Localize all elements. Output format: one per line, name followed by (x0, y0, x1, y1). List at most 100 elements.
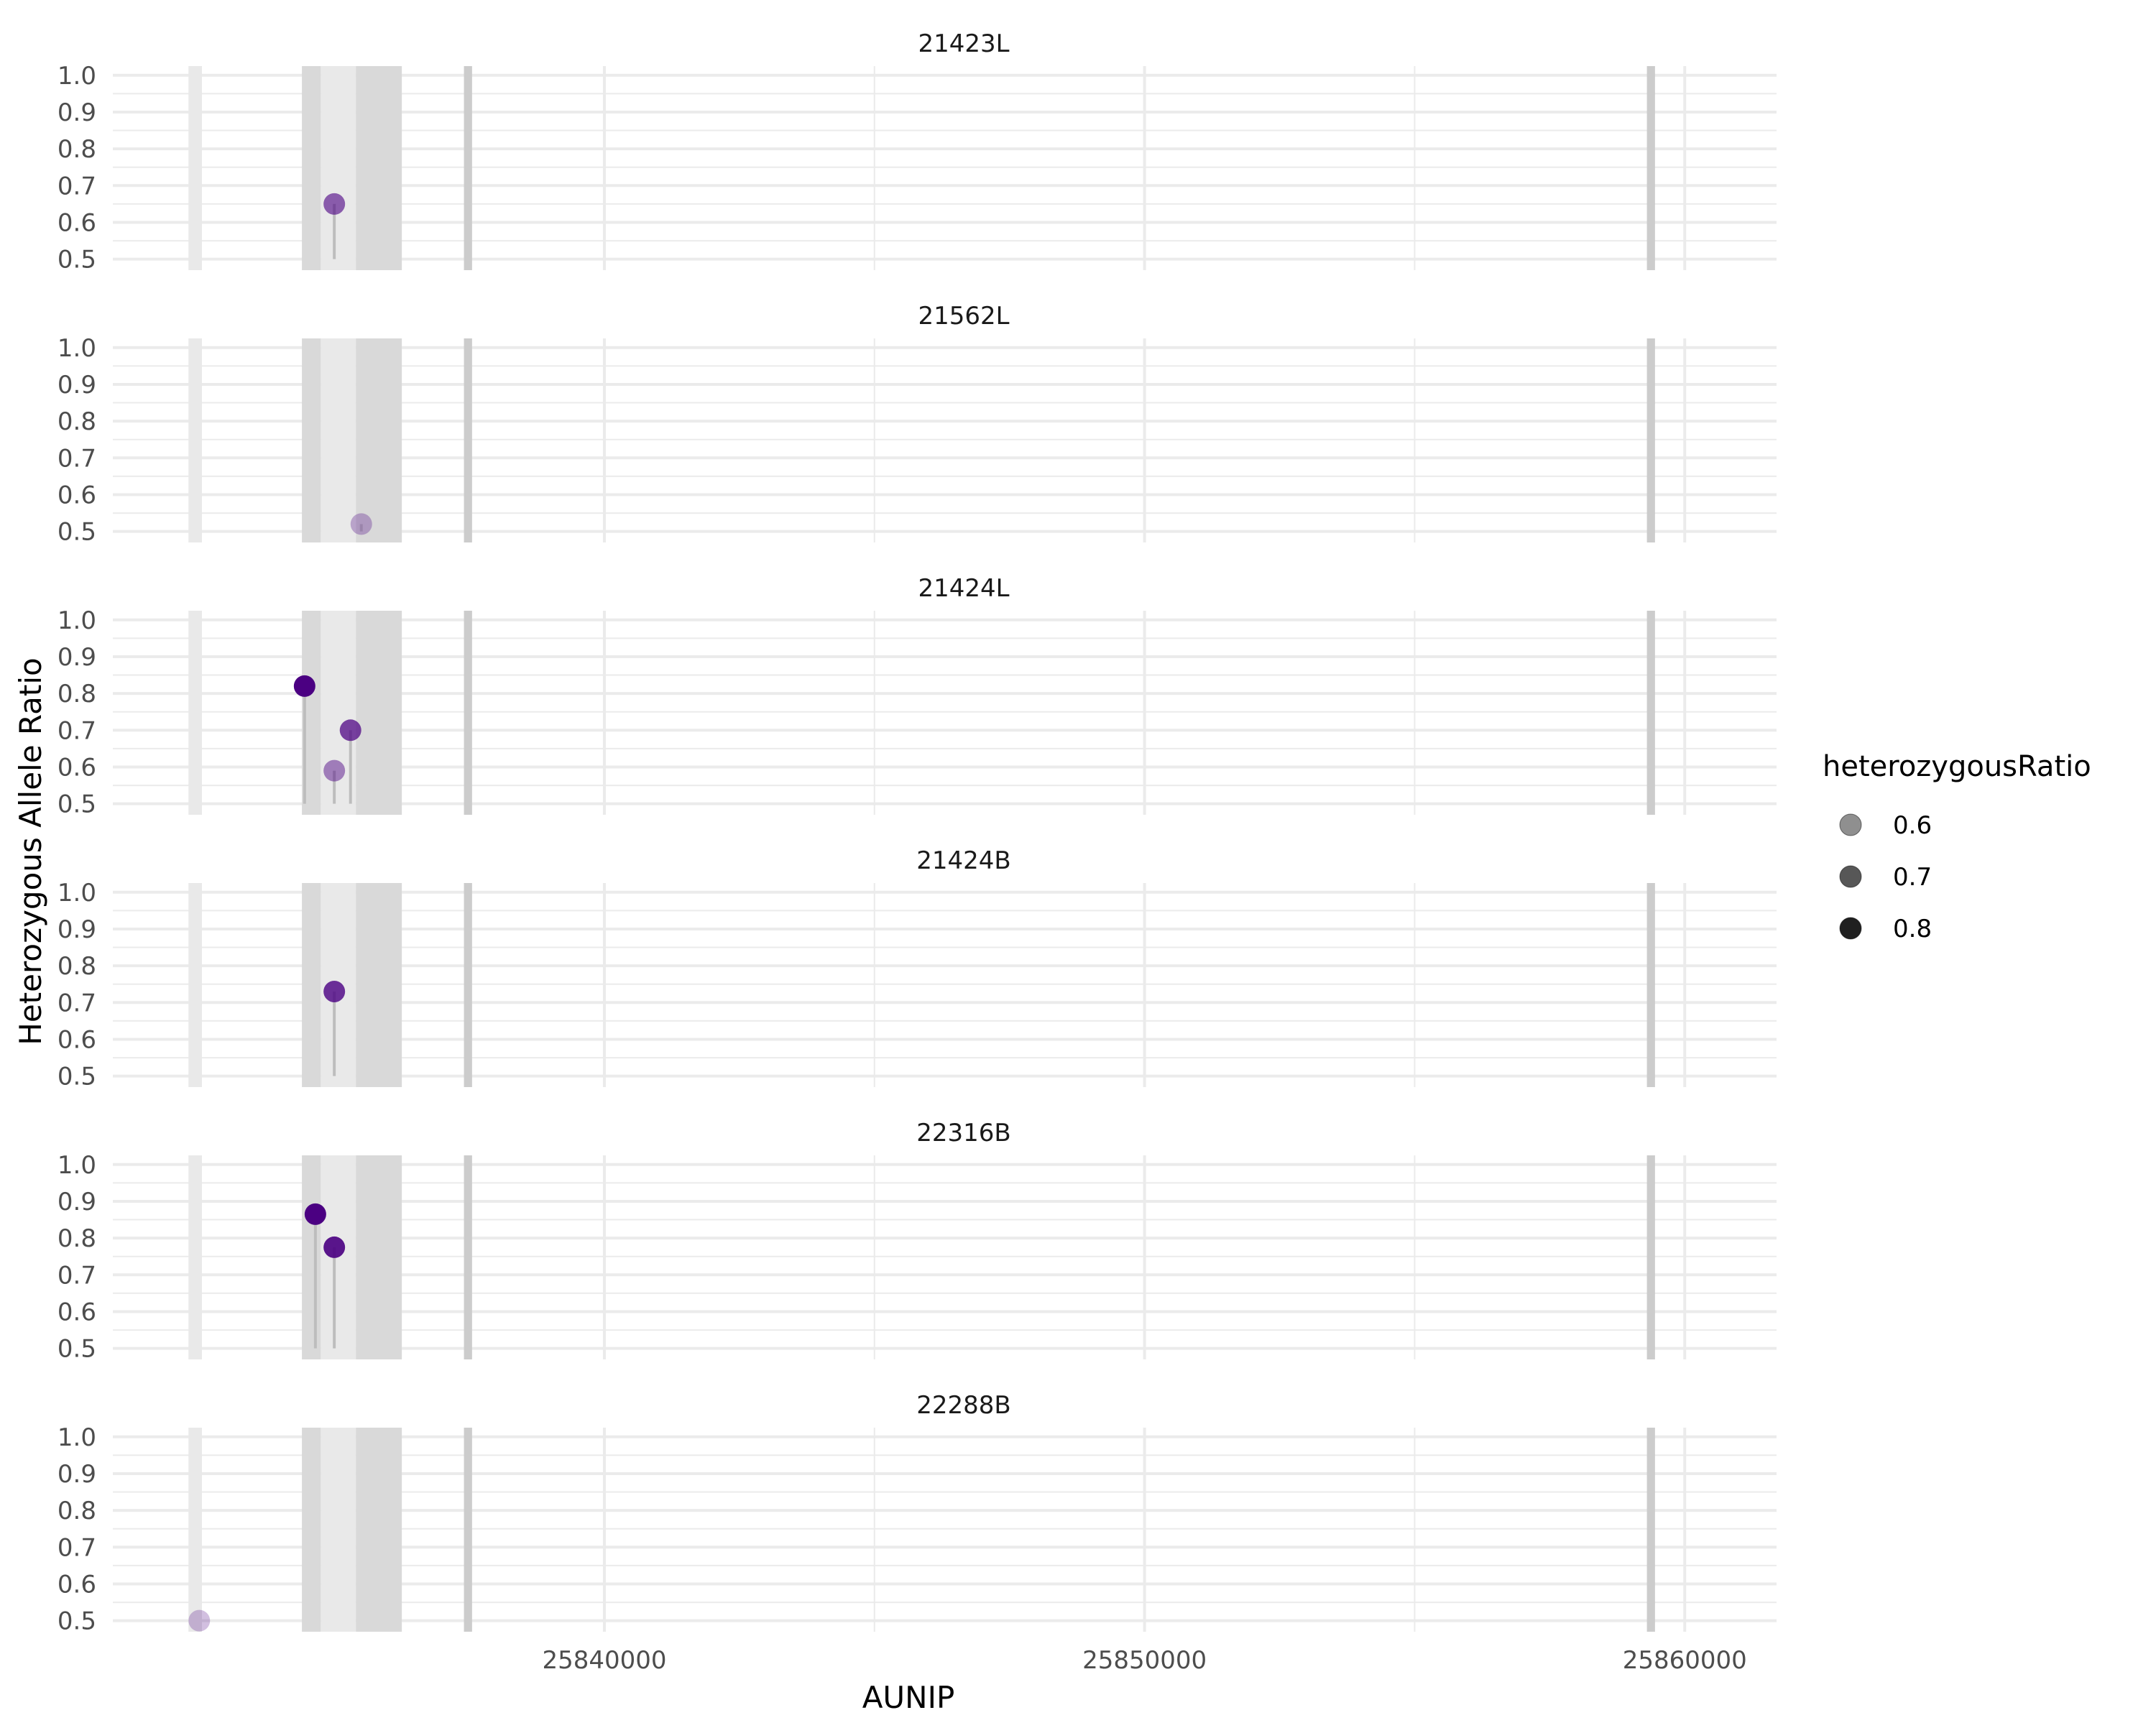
facet-strip-title: 22316B (916, 1119, 1010, 1147)
legend: heterozygousRatio 0.6 0.7 0.8 (1823, 750, 2091, 943)
feature-band (302, 66, 321, 270)
y-tick-label: 0.5 (57, 246, 96, 274)
y-tick-label: 0.8 (57, 952, 96, 981)
feature-band (321, 338, 356, 542)
y-tick-label: 0.9 (57, 915, 96, 944)
y-tick-label: 0.6 (57, 1298, 96, 1326)
legend-key (1839, 813, 1862, 836)
data-point (323, 980, 346, 1002)
facet-strip-title: 22288B (916, 1391, 1010, 1420)
y-tick-label: 0.8 (57, 680, 96, 708)
y-tick-label: 0.7 (57, 172, 96, 200)
feature-band (188, 883, 203, 1087)
y-tick-label: 1.0 (57, 1151, 96, 1180)
feature-band (1646, 883, 1655, 1087)
y-tick-label: 0.8 (57, 135, 96, 164)
y-tick-label: 0.5 (57, 1335, 96, 1364)
data-point (188, 1609, 211, 1632)
y-tick-label: 0.9 (57, 371, 96, 399)
x-axis-title: AUNIP (862, 1680, 955, 1715)
y-tick-label: 0.5 (57, 1607, 96, 1636)
y-axis-title: Heterozygous Allele Ratio (13, 657, 48, 1045)
facet-strip-title: 21562L (918, 302, 1009, 331)
feature-band (1646, 1155, 1655, 1359)
feature-band (188, 66, 203, 270)
y-tick-label: 0.8 (57, 1224, 96, 1253)
feature-band (188, 1155, 203, 1359)
feature-band (356, 883, 402, 1087)
facet-panel: 21424B 0.5 0.6 0.7 0.8 0.9 1.0 (57, 846, 1777, 1091)
feature-band (1646, 611, 1655, 815)
y-tick-label: 1.0 (57, 334, 96, 363)
feature-band (464, 883, 472, 1087)
feature-band (464, 66, 472, 270)
y-tick-label: 0.6 (57, 1570, 96, 1599)
feature-band (356, 66, 402, 270)
feature-band (302, 883, 321, 1087)
y-tick-label: 0.5 (57, 518, 96, 547)
feature-band (356, 1428, 402, 1632)
feature-band (188, 1428, 203, 1632)
feature-band (356, 338, 402, 542)
data-point (323, 759, 346, 782)
y-tick-label: 0.7 (57, 716, 96, 745)
data-point (323, 193, 346, 215)
feature-band (464, 338, 472, 542)
feature-band (1646, 66, 1655, 270)
y-tick-label: 0.7 (57, 989, 96, 1017)
feature-band (356, 611, 402, 815)
legend-label: 0.6 (1893, 811, 1932, 840)
facet-strip-title: 21423L (918, 29, 1009, 58)
feature-band (321, 1155, 356, 1359)
feature-band (302, 338, 321, 542)
feature-band (188, 611, 203, 815)
x-tick-label: 25860000 (1623, 1646, 1747, 1675)
y-tick-label: 1.0 (57, 879, 96, 907)
x-axis-ticks: 25840000 25850000 25860000 (542, 1646, 1746, 1675)
legend-key (1839, 917, 1862, 940)
y-tick-label: 0.6 (57, 208, 96, 237)
y-tick-label: 1.0 (57, 62, 96, 91)
feature-band (464, 1155, 472, 1359)
feature-band (302, 1155, 321, 1359)
facet-panels: 21423L 0.5 0.6 0.7 0.8 0.9 1.0 21562L 0.5 0.6 0.7 0… (57, 29, 1777, 1636)
y-tick-label: 0.5 (57, 790, 96, 819)
y-tick-label: 0.7 (57, 1533, 96, 1562)
facet-panel: 21562L 0.5 0.6 0.7 0.8 0.9 1.0 (57, 302, 1777, 547)
data-point (350, 513, 372, 535)
feature-band (1646, 1428, 1655, 1632)
y-tick-label: 1.0 (57, 1423, 96, 1452)
y-tick-label: 0.9 (57, 643, 96, 672)
feature-band (321, 66, 356, 270)
facet-strip-title: 21424L (918, 574, 1009, 603)
y-tick-label: 0.9 (57, 1188, 96, 1216)
legend-label: 0.7 (1893, 863, 1932, 892)
data-point (293, 675, 315, 697)
facet-strip-title: 21424B (916, 846, 1010, 875)
y-tick-label: 0.6 (57, 1025, 96, 1054)
y-tick-label: 0.8 (57, 1497, 96, 1525)
y-tick-label: 0.9 (57, 1460, 96, 1489)
y-tick-label: 0.8 (57, 407, 96, 436)
y-tick-label: 1.0 (57, 606, 96, 635)
facet-panel: 21423L 0.5 0.6 0.7 0.8 0.9 1.0 (57, 29, 1777, 274)
facet-panel: 22288B 0.5 0.6 0.7 0.8 0.9 1.0 (57, 1391, 1777, 1636)
feature-band (302, 1428, 321, 1632)
legend-title: heterozygousRatio (1823, 750, 2091, 783)
data-point (339, 719, 361, 741)
feature-band (1646, 338, 1655, 542)
y-tick-label: 0.7 (57, 444, 96, 473)
x-tick-label: 25850000 (1082, 1646, 1207, 1675)
feature-band (356, 1155, 402, 1359)
facet-panel: 22316B 0.5 0.6 0.7 0.8 0.9 1.0 (57, 1119, 1777, 1364)
y-tick-label: 0.6 (57, 753, 96, 782)
legend-label: 0.8 (1893, 915, 1932, 943)
y-tick-label: 0.5 (57, 1063, 96, 1091)
x-tick-label: 25840000 (542, 1646, 666, 1675)
feature-band (188, 338, 203, 542)
feature-band (464, 611, 472, 815)
feature-band (321, 1428, 356, 1632)
legend-key (1839, 865, 1862, 888)
